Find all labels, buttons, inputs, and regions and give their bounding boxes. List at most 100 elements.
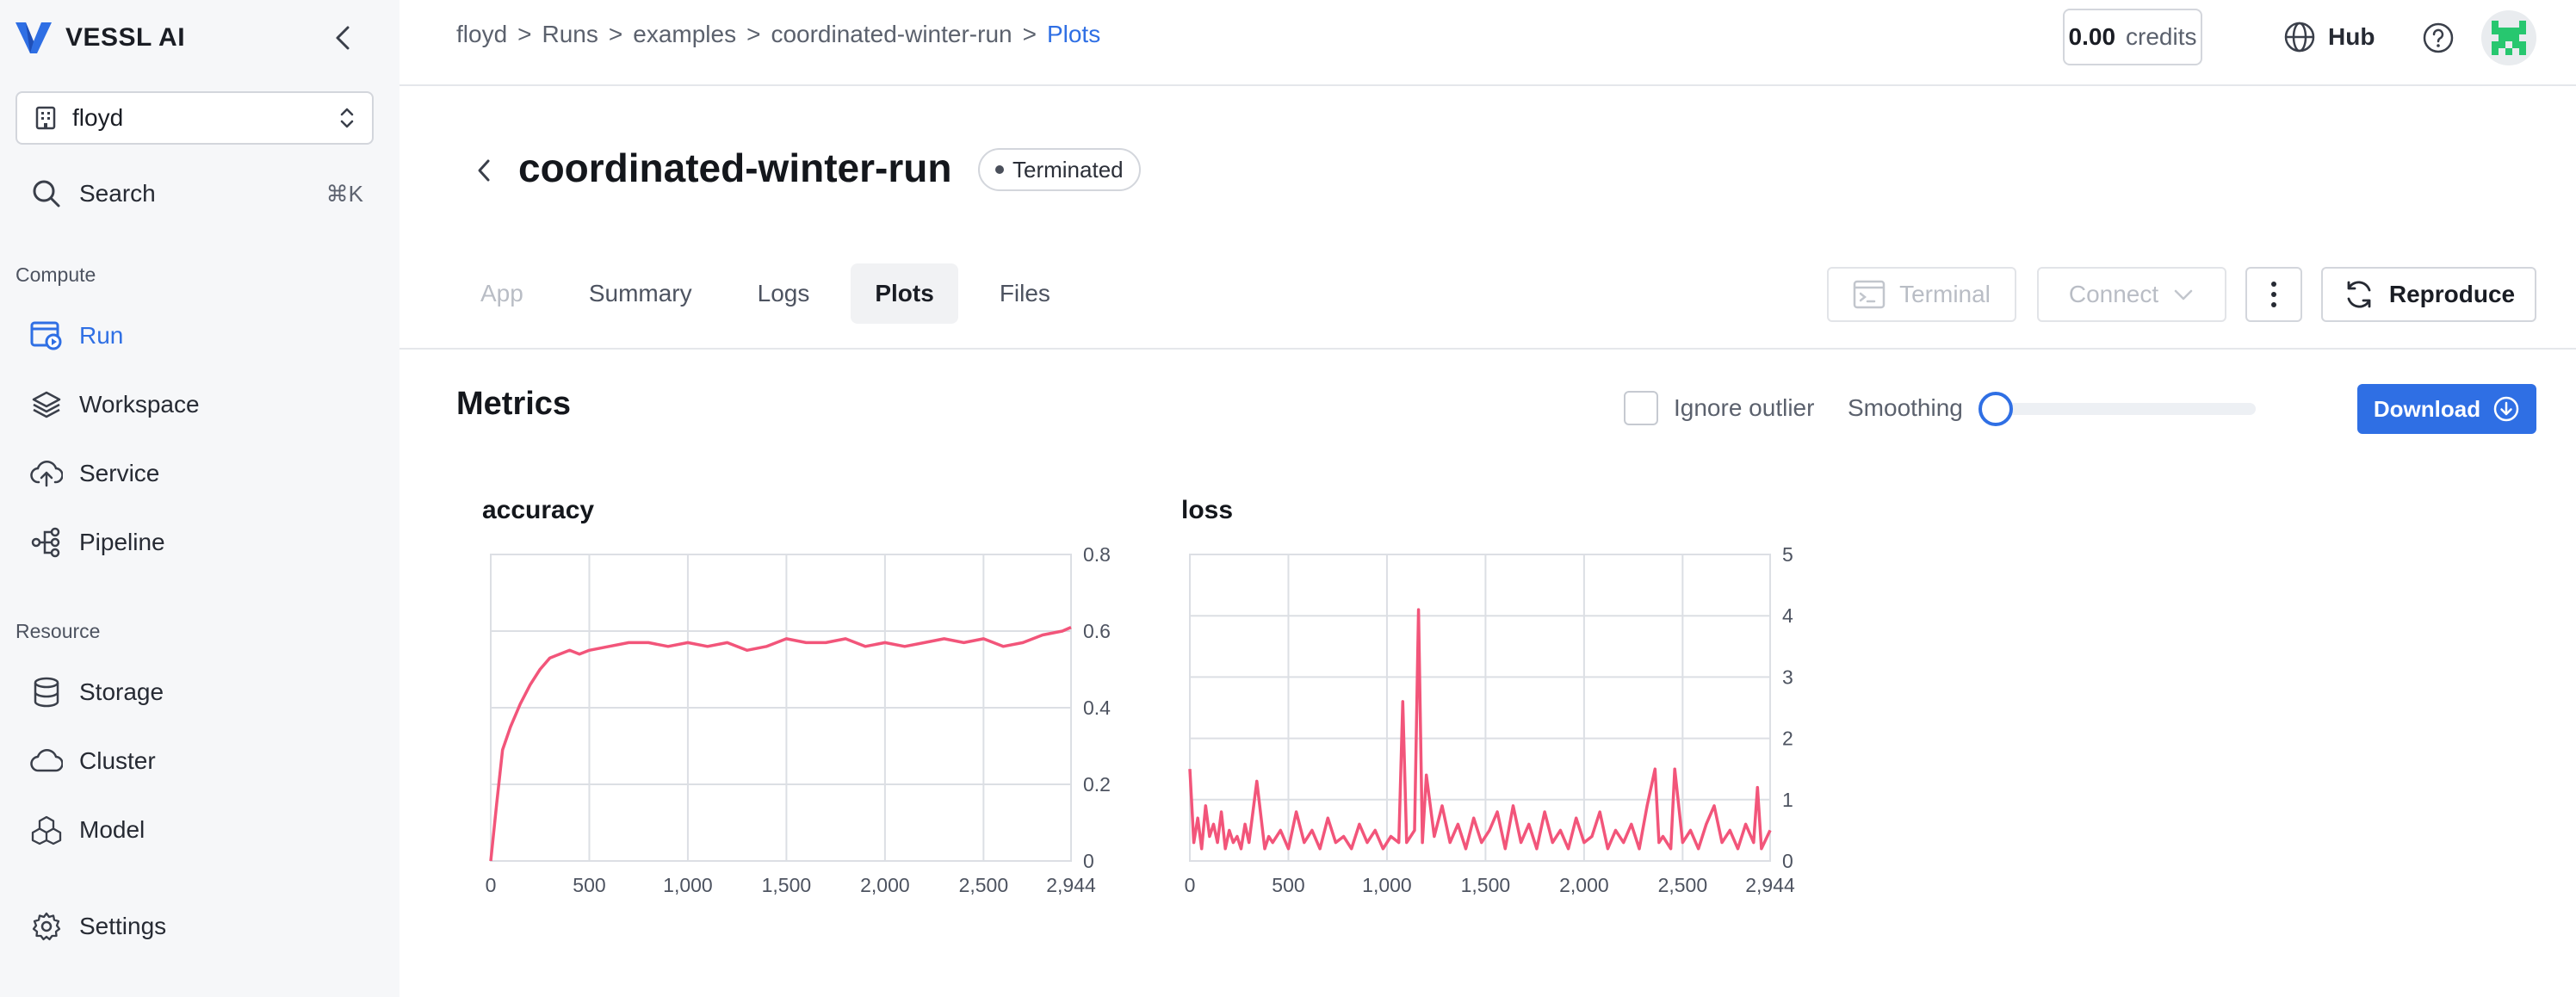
chevron-down-icon: [2174, 289, 2193, 300]
x-tick-label: 0: [1185, 874, 1196, 896]
sidebar-item-model[interactable]: Model: [15, 802, 377, 858]
sidebar-item-cluster[interactable]: Cluster: [15, 734, 377, 789]
smoothing-slider-thumb[interactable]: [1978, 392, 2013, 426]
sidebar-item-service[interactable]: Service: [15, 446, 377, 501]
y-tick-label: 2: [1782, 728, 1793, 750]
sidebar-item-pipeline[interactable]: Pipeline: [15, 515, 377, 570]
status-label: Terminated: [1012, 156, 1124, 183]
topbar: floyd > Runs > examples > coordinated-wi…: [399, 0, 2576, 86]
brand-name: VESSL AI: [65, 23, 186, 52]
x-tick-label: 0: [486, 874, 497, 896]
hub-label: Hub: [2328, 23, 2375, 50]
smoothing-label: Smoothing: [1848, 394, 1963, 421]
globe-icon: [2284, 22, 2315, 53]
sidebar-search[interactable]: Search ⌘K: [15, 166, 377, 221]
sidebar-item-cluster-label: Cluster: [79, 747, 156, 774]
building-icon: [35, 106, 56, 130]
status-badge: Terminated: [978, 148, 1141, 191]
x-tick-label: 500: [1272, 874, 1304, 896]
page-title: coordinated-winter-run: [518, 146, 952, 190]
sidebar-item-run[interactable]: Run: [15, 308, 377, 363]
sidebar-item-workspace[interactable]: Workspace: [15, 377, 377, 432]
tab-plots[interactable]: Plots: [851, 263, 958, 324]
gear-icon: [29, 909, 64, 944]
ignore-outlier-checkbox[interactable]: [1624, 391, 1658, 425]
y-tick-label: 4: [1782, 604, 1793, 627]
metrics-title: Metrics: [456, 386, 572, 422]
ignore-outlier-toggle[interactable]: Ignore outlier: [1624, 391, 1814, 425]
ignore-outlier-label: Ignore outlier: [1674, 394, 1815, 421]
avatar[interactable]: [2481, 10, 2536, 65]
sidebar-item-storage-label: Storage: [79, 678, 164, 705]
download-button[interactable]: Download: [2357, 384, 2536, 434]
y-tick-label: 5: [1782, 543, 1793, 566]
more-options-button[interactable]: [2245, 267, 2302, 322]
loss-chart: loss 0 500 1,000 1,500 2,000 2,500 2,944 0 1 2 3 4 5: [1181, 496, 1810, 909]
collapse-sidebar-button[interactable]: [325, 21, 360, 55]
breadcrumb: floyd > Runs > examples > coordinated-wi…: [456, 21, 1100, 48]
chart-title: accuracy: [482, 496, 595, 524]
x-tick-label: 1,000: [1362, 874, 1412, 896]
credits-amount: 0.00: [2068, 23, 2116, 50]
connect-button[interactable]: Connect: [2037, 267, 2226, 322]
credits-unit: credits: [2126, 23, 2197, 50]
sidebar-item-run-label: Run: [79, 322, 124, 349]
sidebar: VESSL AI floyd Search ⌘K Compute Run: [0, 0, 399, 997]
breadcrumb-org[interactable]: floyd: [456, 21, 508, 47]
section-resource: Resource: [15, 620, 101, 642]
sidebar-item-storage[interactable]: Storage: [15, 665, 377, 720]
help-circle-icon: [2423, 22, 2454, 53]
reproduce-label: Reproduce: [2388, 281, 2516, 307]
chevron-left-icon: [336, 26, 350, 50]
search-icon: [29, 176, 64, 211]
y-tick-label: 0.6: [1083, 620, 1111, 642]
chevron-updown-icon: [340, 108, 354, 128]
sidebar-item-settings-label: Settings: [79, 913, 167, 939]
tab-files[interactable]: Files: [999, 280, 1050, 307]
hub-button[interactable]: Hub: [2283, 12, 2375, 62]
x-tick-label: 1,500: [762, 874, 812, 896]
more-vertical-icon: [2271, 282, 2276, 307]
x-tick-label: 1,000: [663, 874, 713, 896]
download-circle-icon: [2493, 396, 2519, 422]
avatar-pattern-icon: [2492, 21, 2526, 55]
accuracy-chart: accuracy 0 500 1,000 1,500 2,000 2,500 2,944 0 0…: [482, 496, 1111, 909]
org-selector[interactable]: floyd: [15, 91, 374, 145]
cloud-icon: [29, 744, 64, 778]
help-button[interactable]: [2419, 19, 2457, 57]
x-tick-label: 1,500: [1461, 874, 1511, 896]
workspace-icon: [29, 387, 64, 422]
section-compute: Compute: [15, 263, 96, 286]
refresh-icon: [2347, 281, 2371, 308]
pipeline-icon: [29, 525, 64, 560]
y-tick-label: 0: [1083, 850, 1094, 872]
breadcrumb-separator: >: [517, 21, 532, 47]
search-shortcut: ⌘K: [325, 180, 363, 207]
credits-button[interactable]: 0.00 credits: [2063, 9, 2202, 65]
breadcrumb-run[interactable]: coordinated-winter-run: [771, 21, 1012, 47]
breadcrumb-project[interactable]: examples: [633, 21, 737, 47]
status-dot-icon: [995, 165, 1004, 174]
x-tick-label: 2,000: [1559, 874, 1609, 896]
breadcrumb-separator: >: [1022, 21, 1037, 47]
y-tick-label: 0: [1782, 850, 1793, 872]
x-tick-label: 500: [573, 874, 605, 896]
smoothing-slider[interactable]: [1978, 392, 2256, 426]
back-button[interactable]: [468, 153, 499, 188]
sidebar-item-settings[interactable]: Settings: [15, 899, 377, 954]
breadcrumb-runs[interactable]: Runs: [542, 21, 598, 47]
tab-summary[interactable]: Summary: [588, 280, 692, 307]
series-line: [489, 625, 1072, 862]
series-line: [1188, 608, 1772, 851]
y-tick-label: 3: [1782, 666, 1793, 688]
tab-logs[interactable]: Logs: [757, 280, 810, 307]
y-tick-label: 1: [1782, 789, 1793, 811]
storage-icon: [29, 675, 64, 709]
reproduce-button[interactable]: Reproduce: [2321, 267, 2536, 322]
breadcrumb-separator: >: [746, 21, 761, 47]
y-tick-label: 0.4: [1083, 697, 1111, 719]
y-tick-label: 0.8: [1083, 543, 1111, 566]
terminal-button[interactable]: Terminal: [1827, 267, 2016, 322]
brand[interactable]: VESSL AI: [14, 17, 185, 59]
